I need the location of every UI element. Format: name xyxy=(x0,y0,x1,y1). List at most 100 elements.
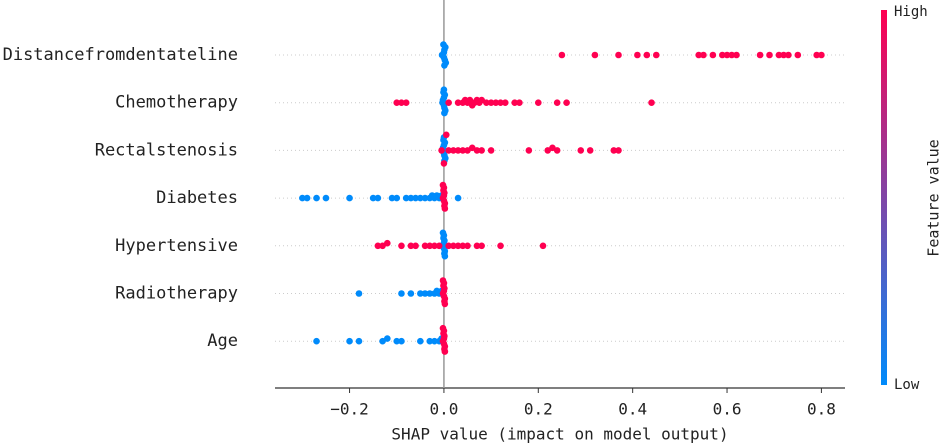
point xyxy=(780,51,787,59)
feature-label: Rectalstenosis xyxy=(95,140,238,160)
feature-label: Age xyxy=(207,331,238,351)
x-tick-label: 0.2 xyxy=(524,400,553,419)
point xyxy=(407,290,415,297)
point xyxy=(398,290,405,297)
point xyxy=(553,99,561,106)
point xyxy=(303,194,311,202)
point xyxy=(435,242,443,250)
feature-label: Distancefromdentateline xyxy=(3,45,238,65)
x-tick-label: −0.2 xyxy=(330,400,369,419)
point xyxy=(421,290,429,297)
point xyxy=(431,242,438,250)
point xyxy=(492,99,500,106)
point xyxy=(438,147,445,154)
point xyxy=(695,51,703,59)
point xyxy=(445,242,452,250)
point xyxy=(346,194,353,202)
point xyxy=(813,51,820,59)
point xyxy=(497,242,504,250)
colorbar-low-label: Low xyxy=(894,377,920,393)
point xyxy=(464,242,471,250)
point xyxy=(313,194,320,202)
point xyxy=(483,99,490,106)
point xyxy=(426,337,434,345)
point xyxy=(412,242,419,250)
point xyxy=(525,147,533,154)
point xyxy=(393,194,401,202)
x-tick-label: 0.6 xyxy=(713,400,742,419)
point xyxy=(700,51,707,59)
point xyxy=(473,242,481,250)
x-tick-label: 0.0 xyxy=(429,400,458,419)
point xyxy=(441,62,448,69)
point xyxy=(733,51,740,59)
point xyxy=(313,337,320,345)
point xyxy=(398,242,405,250)
point xyxy=(501,99,509,106)
point xyxy=(407,194,415,202)
feature-label: Hypertensive xyxy=(115,236,238,256)
point xyxy=(440,86,448,93)
point xyxy=(412,194,419,202)
point xyxy=(634,51,641,59)
point xyxy=(398,337,405,345)
point xyxy=(643,51,651,59)
point xyxy=(719,51,726,59)
feature-label: Diabetes xyxy=(156,188,238,208)
point xyxy=(511,99,519,106)
point xyxy=(421,194,429,202)
point xyxy=(450,242,457,250)
point xyxy=(417,290,424,297)
point xyxy=(322,194,330,202)
point xyxy=(398,99,405,106)
point xyxy=(417,194,424,202)
point xyxy=(586,147,594,154)
point xyxy=(393,99,401,106)
point xyxy=(454,147,462,154)
point xyxy=(610,147,618,154)
point xyxy=(487,99,495,106)
point xyxy=(374,194,382,202)
point xyxy=(439,324,447,332)
colorbar-high-label: High xyxy=(894,4,928,20)
point xyxy=(417,337,424,345)
point xyxy=(441,300,449,308)
point xyxy=(450,147,457,154)
feature-label: Radiotherapy xyxy=(115,284,238,304)
point xyxy=(439,181,447,189)
point xyxy=(516,99,523,106)
point xyxy=(473,147,481,154)
x-axis-label: SHAP value (impact on model output) xyxy=(391,425,728,444)
point xyxy=(445,147,452,154)
point xyxy=(346,337,353,345)
point xyxy=(478,242,485,250)
colorbar-label: Feature value xyxy=(925,139,943,256)
point xyxy=(440,41,447,48)
point xyxy=(384,335,391,342)
point xyxy=(615,147,622,154)
point xyxy=(497,99,504,106)
point xyxy=(785,51,792,59)
point xyxy=(299,194,306,202)
point xyxy=(775,51,783,59)
point xyxy=(558,51,566,59)
point xyxy=(426,290,434,297)
point xyxy=(563,99,570,106)
point xyxy=(709,51,717,59)
point xyxy=(818,51,825,59)
point xyxy=(577,147,585,154)
point xyxy=(454,99,462,106)
point xyxy=(384,239,391,247)
point xyxy=(454,242,462,250)
point xyxy=(442,131,450,139)
point xyxy=(478,147,485,154)
point xyxy=(591,51,599,59)
point xyxy=(374,242,382,250)
point xyxy=(393,337,401,345)
x-tick-label: 0.8 xyxy=(807,400,836,419)
point xyxy=(426,242,434,250)
point xyxy=(459,147,467,154)
point xyxy=(402,194,410,202)
point xyxy=(445,99,452,106)
